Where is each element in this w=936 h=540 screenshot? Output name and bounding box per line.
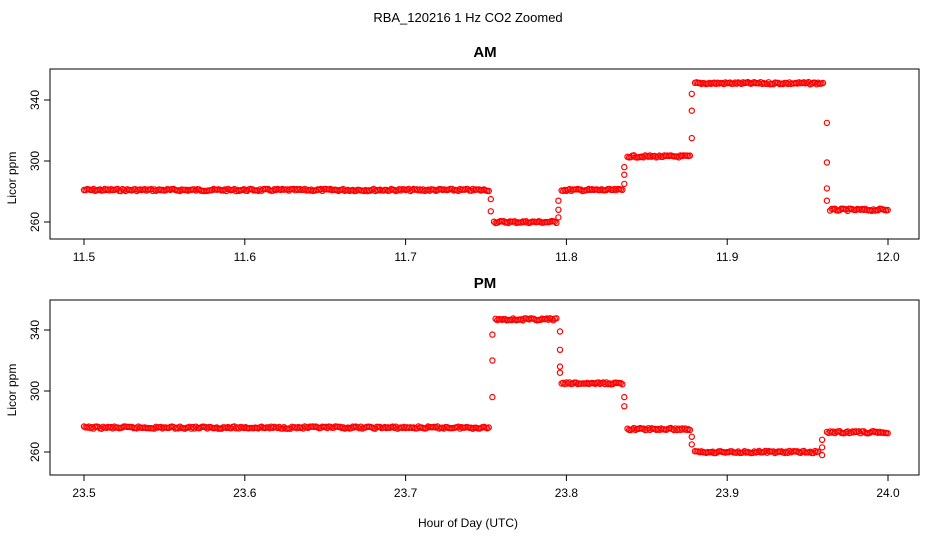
pm-ticks: 23.5 23.6 23.7 23.8 23.9 24.0 260 300 340 [28, 320, 900, 500]
am-data-point [485, 187, 492, 195]
am-panel: AM Licor ppm 11.5 11.6 11.7 11.8 11.9 12.0 260… [5, 44, 920, 264]
am-transition-point [487, 195, 494, 203]
am-y-tick-label: 260 [28, 212, 42, 232]
am-x-tick-label: 11.9 [716, 250, 739, 264]
pm-x-tick-label: 23.7 [394, 486, 418, 500]
am-transition-point [688, 107, 696, 114]
pm-transition-point [489, 393, 496, 401]
am-transition-point [555, 206, 562, 213]
am-y-axis-label: Licor ppm [5, 152, 19, 205]
pm-panel: PM Licor ppm 23.5 23.6 23.7 23.8 23.9 24.0 260… [5, 275, 920, 500]
pm-transition-point [556, 346, 564, 353]
am-transition-point [823, 197, 831, 204]
am-transition-point [621, 163, 628, 171]
pm-transition-point [818, 451, 826, 459]
am-transition-point [823, 185, 831, 192]
am-data-point [819, 79, 827, 87]
pm-transition-point [489, 331, 496, 338]
pm-data-point [815, 448, 822, 455]
am-y-tick-label: 300 [28, 151, 42, 171]
figure-title: RBA_120216 1 Hz CO2 Zoomed [373, 10, 562, 25]
figure-x-axis-label: Hour of Day (UTC) [418, 516, 518, 530]
pm-x-tick-label: 23.6 [233, 486, 257, 500]
pm-transition-point [556, 369, 564, 376]
am-transition-point [621, 171, 628, 178]
am-transition-point [555, 197, 562, 204]
pm-transition-point [688, 441, 696, 448]
am-y-tick-label: 340 [28, 90, 42, 110]
am-data-point [619, 186, 626, 193]
am-data-point [884, 206, 891, 214]
pm-y-axis-label: Licor ppm [5, 364, 19, 417]
pm-data-point [884, 430, 891, 437]
am-x-tick-label: 11.7 [394, 250, 417, 264]
pm-data-point [686, 426, 694, 434]
pm-data-point [619, 381, 626, 388]
am-data-point [553, 219, 560, 227]
pm-data-point [485, 424, 492, 431]
am-transition-point [688, 134, 696, 142]
pm-x-tick-label: 24.0 [876, 486, 900, 500]
am-transition-point [823, 159, 831, 166]
pm-y-tick-label: 260 [28, 442, 42, 462]
am-transition-point [555, 214, 562, 221]
pm-transition-point [556, 328, 564, 335]
am-transition-point [823, 119, 831, 127]
am-x-tick-label: 11.8 [555, 250, 578, 264]
pm-transition-point [818, 436, 826, 443]
pm-transition-point [621, 403, 628, 410]
am-transition-point [487, 208, 494, 215]
pm-data-point [550, 317, 557, 324]
am-x-tick-label: 12.0 [876, 250, 900, 264]
pm-x-tick-label: 23.8 [555, 486, 579, 500]
am-data-point [686, 152, 694, 159]
pm-transition-point [621, 393, 628, 401]
pm-transition-point [489, 357, 496, 364]
am-data-points [80, 78, 891, 227]
pm-data-point [553, 315, 560, 322]
pm-y-tick-label: 340 [28, 320, 42, 340]
pm-y-tick-label: 300 [28, 381, 42, 401]
pm-transition-point [818, 444, 826, 451]
am-plot-frame [49, 68, 920, 240]
am-x-tick-label: 11.5 [73, 250, 96, 264]
am-panel-title: AM [473, 44, 496, 61]
pm-panel-title: PM [474, 275, 497, 292]
pm-transition-point [688, 433, 696, 440]
am-transition-point [621, 180, 628, 188]
am-ticks: 11.5 11.6 11.7 11.8 11.9 12.0 260 300 340 [28, 90, 900, 264]
am-transition-point [688, 90, 696, 98]
pm-transition-point [556, 363, 564, 370]
am-x-tick-label: 11.6 [234, 250, 257, 264]
pm-plot-frame [49, 299, 920, 476]
pm-data-points [80, 315, 891, 459]
pm-x-tick-label: 23.9 [716, 486, 740, 500]
pm-x-tick-label: 23.5 [72, 486, 96, 500]
